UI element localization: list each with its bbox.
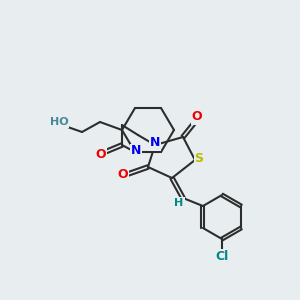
Text: N: N	[150, 136, 160, 149]
Text: O: O	[192, 110, 202, 124]
Text: O: O	[118, 167, 128, 181]
Text: O: O	[96, 148, 106, 160]
Text: Cl: Cl	[215, 250, 229, 262]
Text: N: N	[131, 145, 141, 158]
Text: S: S	[194, 152, 203, 166]
Text: H: H	[174, 198, 184, 208]
Text: HO: HO	[50, 117, 68, 127]
